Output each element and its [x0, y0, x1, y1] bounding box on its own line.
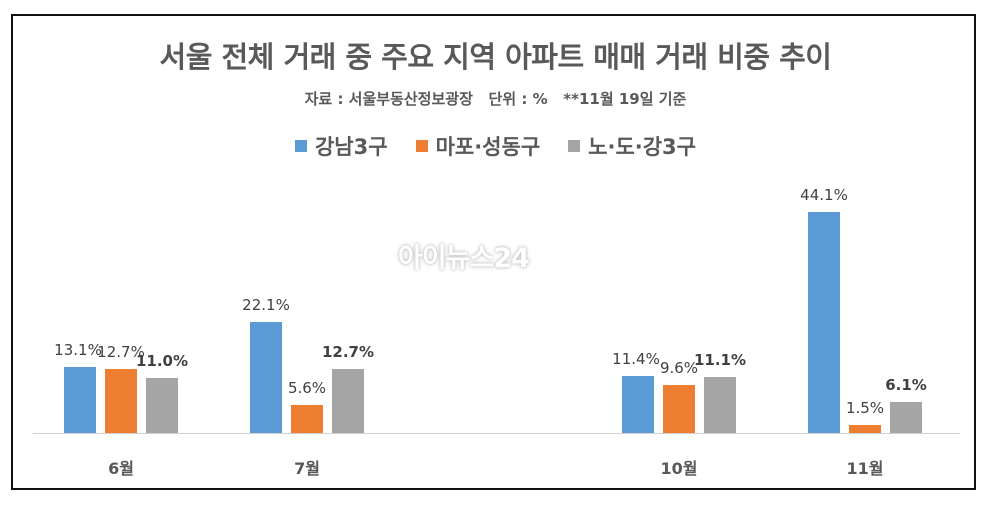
data-label: 11.0%: [135, 352, 189, 370]
data-label: 22.1%: [242, 296, 290, 314]
legend-item-gangnam3gu: 강남3구: [294, 131, 388, 161]
bar: [64, 367, 96, 433]
legend-label: 노·도·강3구: [588, 135, 696, 159]
data-label: 12.7%: [97, 343, 145, 361]
bar: [808, 212, 840, 433]
legend-item-mapo-seongdong: 마포·성동구: [415, 131, 541, 161]
data-label: 9.6%: [659, 359, 699, 377]
bar: [332, 369, 364, 433]
legend-swatch-icon: [568, 140, 581, 152]
bar: [622, 376, 654, 433]
data-label: 12.7%: [321, 343, 375, 361]
legend-item-nodogang: 노·도·강3구: [568, 131, 696, 161]
bar: [890, 402, 922, 433]
legend-swatch-icon: [415, 140, 428, 152]
legend-swatch-icon: [294, 140, 307, 152]
data-label: 5.6%: [287, 379, 327, 397]
legend-label: 마포·성동구: [435, 135, 541, 159]
data-label: 11.1%: [693, 351, 747, 369]
bar: [146, 378, 178, 433]
chart-subtitle: 자료 : 서울부동산정보광장 단위 : % **11월 19일 기준: [304, 90, 687, 108]
x-axis-category-label: 7월: [294, 459, 320, 478]
watermark-logo: 아이뉴스24: [398, 243, 530, 274]
bar: [291, 405, 323, 433]
x-axis-category-label: 6월: [108, 459, 134, 478]
bar: [663, 385, 695, 433]
x-axis-category-label: 11월: [846, 459, 884, 478]
chart-title: 서울 전체 거래 중 주요 지역 아파트 매매 거래 비중 추이: [159, 40, 832, 74]
chart-legend: 강남3구 마포·성동구 노·도·강3구: [0, 131, 991, 161]
data-label: 44.1%: [800, 186, 848, 204]
data-label: 6.1%: [885, 376, 927, 394]
bar: [105, 369, 137, 433]
bar: [849, 425, 881, 433]
bar: [250, 322, 282, 433]
chart-frame: [11, 14, 976, 490]
bar: [704, 377, 736, 433]
x-axis-category-label: 10월: [660, 459, 698, 478]
legend-label: 강남3구: [314, 135, 388, 159]
data-label: 11.4%: [612, 350, 660, 368]
data-label: 1.5%: [845, 399, 885, 417]
data-label: 13.1%: [54, 341, 102, 359]
x-axis-line: [33, 433, 960, 434]
